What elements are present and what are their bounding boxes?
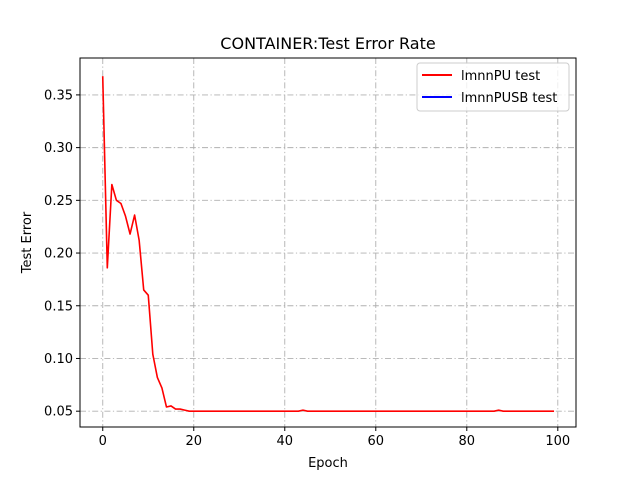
x-tick-label: 80 bbox=[459, 434, 476, 449]
legend-label-lmnnpu: lmnnPU test bbox=[461, 69, 540, 84]
legend-box bbox=[416, 62, 570, 112]
x-tick-label: 40 bbox=[276, 434, 293, 449]
y-tick-label: 0.35 bbox=[44, 88, 73, 103]
series-layer bbox=[101, 76, 555, 412]
plot-area bbox=[80, 58, 576, 427]
legend-label-lmnnpusb: lmnnPUSB test bbox=[461, 91, 557, 106]
x-tick-label: 20 bbox=[185, 434, 202, 449]
x-tick-label: 100 bbox=[545, 434, 570, 449]
y-tick-label: 0.15 bbox=[44, 299, 73, 314]
x-tick-label: 60 bbox=[368, 434, 385, 449]
y-tick-label: 0.05 bbox=[44, 405, 73, 420]
series-line-lmnnpu-test bbox=[101, 76, 555, 412]
x-tick-label: 0 bbox=[99, 434, 107, 449]
y-tick-label: 0.25 bbox=[44, 194, 73, 209]
grid bbox=[80, 58, 576, 427]
chart-title: CONTAINER:Test Error Rate bbox=[220, 34, 435, 53]
plot-frame bbox=[79, 57, 577, 428]
x-axis-label: Epoch bbox=[308, 456, 348, 471]
y-tick-label: 0.30 bbox=[44, 141, 73, 156]
y-axis-label: Test Error bbox=[20, 211, 35, 274]
ticks: 0 20 40 60 80 100 0.05 0.10 0.15 0.20 0.25 0.30 0.35 bbox=[44, 88, 570, 449]
y-tick-label: 0.20 bbox=[44, 247, 73, 262]
legend: lmnnPU test lmnnPUSB test bbox=[416, 62, 570, 112]
y-tick-label: 0.10 bbox=[44, 352, 73, 367]
